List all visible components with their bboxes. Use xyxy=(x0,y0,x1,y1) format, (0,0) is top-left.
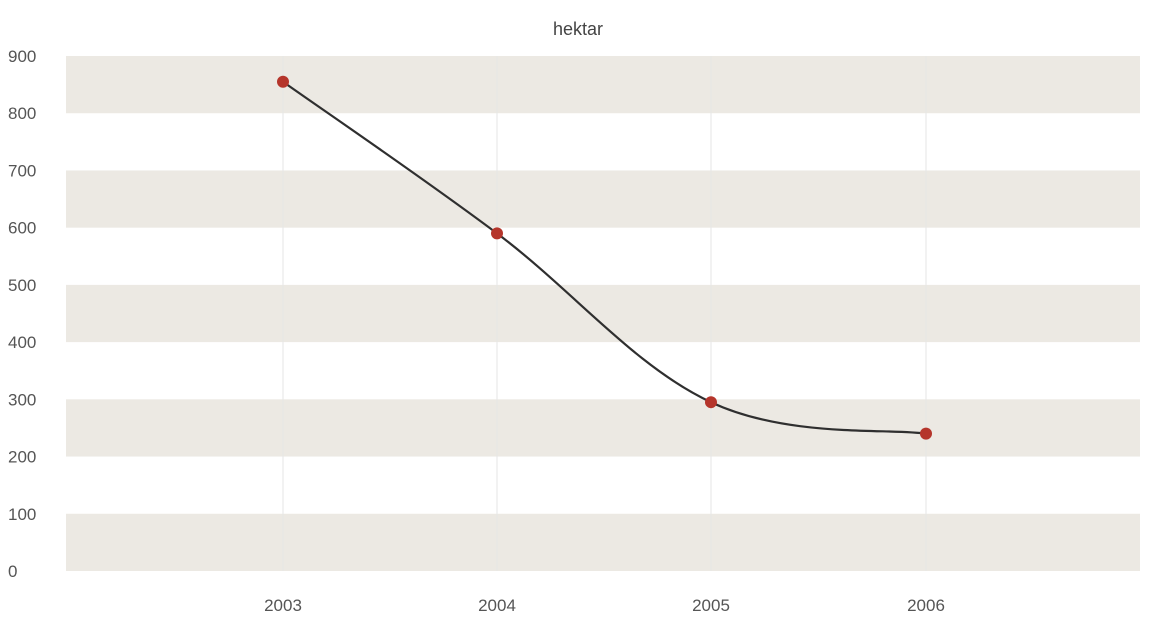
data-points xyxy=(277,75,932,440)
x-tick-label: 2005 xyxy=(692,596,730,615)
y-tick-label: 400 xyxy=(8,333,36,352)
x-tick-label: 2003 xyxy=(264,596,302,615)
grid-band xyxy=(66,399,1140,457)
y-tick-label: 800 xyxy=(8,104,36,123)
vertical-gridlines xyxy=(282,56,927,571)
grid-band xyxy=(66,513,1140,571)
grid-band xyxy=(66,170,1140,228)
y-tick-label: 600 xyxy=(8,219,36,238)
grid-band xyxy=(66,56,1140,114)
grid-band xyxy=(66,284,1140,343)
y-tick-label: 200 xyxy=(8,448,36,467)
data-point xyxy=(277,75,289,88)
y-tick-label: 900 xyxy=(8,47,36,66)
x-tick-label: 2004 xyxy=(478,596,516,615)
background-bands xyxy=(66,56,1140,571)
data-point xyxy=(705,396,717,409)
y-tick-label: 100 xyxy=(8,505,36,524)
y-tick-label: 300 xyxy=(8,390,36,409)
chart-title: hektar xyxy=(553,19,603,39)
data-point xyxy=(491,227,503,240)
y-tick-label: 0 xyxy=(8,562,17,581)
y-tick-label: 500 xyxy=(8,276,36,295)
y-tick-label: 700 xyxy=(8,161,36,180)
x-tick-label: 2006 xyxy=(907,596,945,615)
series-line xyxy=(282,80,927,435)
x-axis-ticks: 2003 2004 2005 2006 xyxy=(264,596,945,615)
data-point xyxy=(920,427,932,440)
y-axis-ticks: 0 100 200 300 400 500 600 700 800 900 xyxy=(8,47,36,581)
